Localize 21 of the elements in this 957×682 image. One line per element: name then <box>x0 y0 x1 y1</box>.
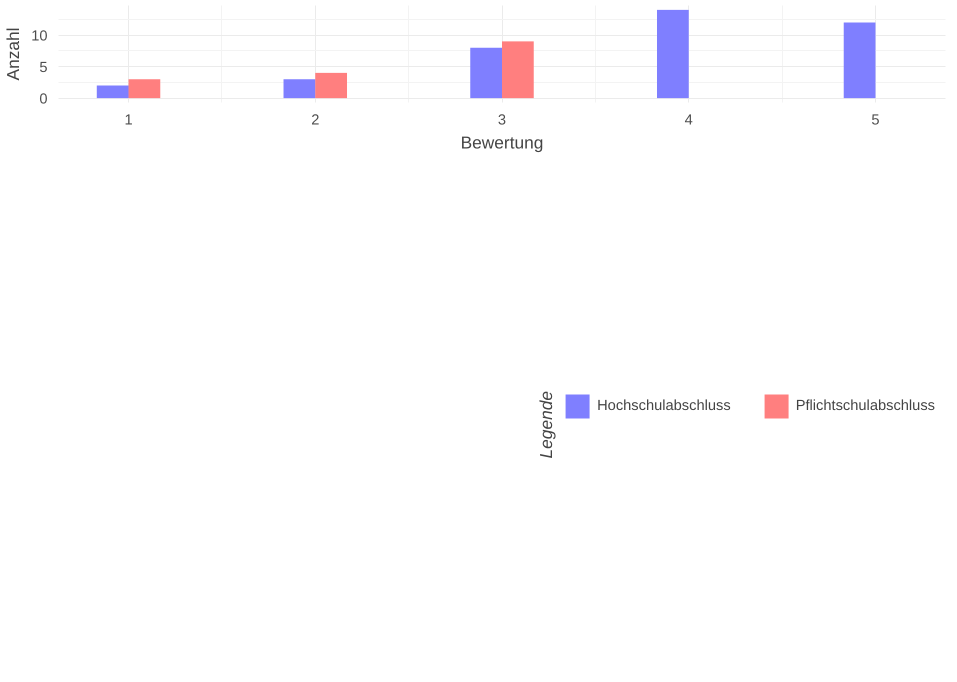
bar <box>656 10 689 98</box>
y-tick-label: 0 <box>39 92 48 108</box>
bar <box>128 79 160 98</box>
legend-title: Legende <box>536 391 558 459</box>
x-tick-label: 2 <box>311 112 320 128</box>
bar <box>502 41 534 98</box>
x-tick-label: 5 <box>871 112 880 128</box>
bar <box>844 22 876 98</box>
bar <box>470 48 502 98</box>
bar <box>96 85 129 98</box>
bar <box>284 79 316 98</box>
y-tick-label: 10 <box>31 28 48 45</box>
legend-label: Pflichtschulabschluss <box>796 398 935 414</box>
x-tick-label: 4 <box>684 112 693 128</box>
y-tick-label: 5 <box>39 60 48 76</box>
x-tick-label: 3 <box>498 112 506 128</box>
y-axis-title: Anzahl <box>3 28 24 80</box>
bar <box>315 72 348 98</box>
legend-label: Hochschulabschluss <box>597 398 731 414</box>
x-tick-label: 1 <box>124 112 133 128</box>
x-axis-title: Bewertung <box>460 132 544 152</box>
